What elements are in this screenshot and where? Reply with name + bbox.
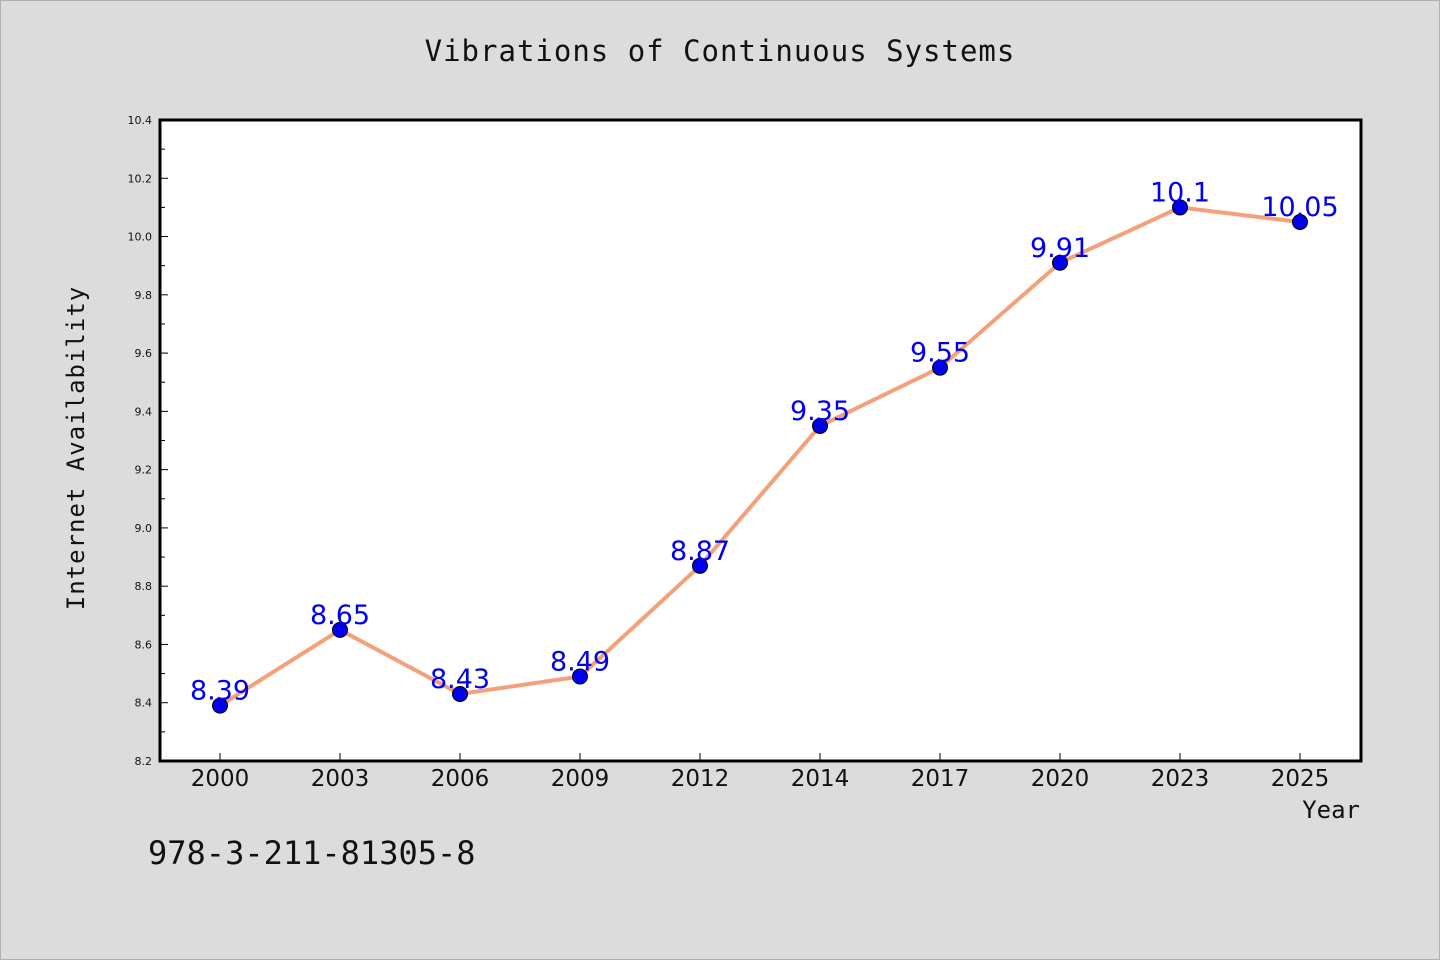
- data-point: [452, 685, 468, 702]
- data-point: [932, 359, 948, 376]
- x-tick-label: 2009: [551, 766, 610, 792]
- y-tick-label: 9.8: [135, 289, 153, 302]
- y-tick-label: 10.4: [128, 114, 153, 127]
- x-axis: 2000 2003 2006 2009 2012 2014 2017 2020 2023 2025: [191, 753, 1330, 792]
- x-tick-label: 2014: [791, 766, 850, 792]
- x-tick-label: 2020: [1031, 766, 1090, 792]
- x-tick-label: 2025: [1271, 766, 1330, 792]
- y-tick-label: 10.0: [128, 231, 153, 244]
- data-point: [332, 621, 348, 638]
- data-label: 8.65: [310, 600, 370, 631]
- data-label: 8.49: [550, 647, 610, 678]
- y-tick-label: 8.4: [135, 697, 153, 710]
- y-tick-label: 10.2: [128, 172, 153, 185]
- x-tick-label: 2012: [671, 766, 730, 792]
- x-tick-label: 2023: [1151, 766, 1210, 792]
- y-tick-label: 9.2: [135, 464, 153, 477]
- data-point: [1292, 213, 1308, 230]
- data-point: [1172, 199, 1188, 216]
- y-axis-label: Internet Availability: [62, 285, 90, 611]
- x-tick-label: 2000: [191, 766, 250, 792]
- data-label: 8.87: [670, 536, 730, 567]
- data-point: [1052, 254, 1068, 271]
- y-tick-label: 8.6: [135, 638, 153, 651]
- data-point: [812, 417, 828, 434]
- data-label: 9.91: [1030, 233, 1090, 264]
- data-label: 8.43: [430, 664, 490, 695]
- data-point: [692, 557, 708, 574]
- series-layer: 8.39 8.65 8.43 8.49 8.87 9.35 9.55 9.91 10.1 10.0…: [190, 177, 1339, 714]
- y-axis: 8.2 8.4 8.6 8.8 9.0 9.2 9.4 9.6 9.8 10.0 10.2 10.4: [128, 114, 168, 768]
- x-axis-label: Year: [1302, 796, 1360, 824]
- series-line: [218, 205, 1302, 708]
- x-tick-label: 2003: [311, 766, 370, 792]
- data-point: [572, 668, 588, 685]
- data-point: [212, 697, 228, 714]
- data-label: 10.05: [1261, 192, 1338, 223]
- data-label: 10.1: [1150, 177, 1210, 208]
- x-tick-label: 2017: [911, 766, 970, 792]
- data-label: 9.55: [910, 338, 970, 369]
- y-tick-label: 9.6: [135, 347, 153, 360]
- y-tick-label: 9.0: [135, 522, 153, 535]
- data-label: 8.39: [190, 676, 250, 707]
- y-tick-label: 8.8: [135, 580, 153, 593]
- y-tick-label: 8.2: [135, 755, 153, 768]
- y-tick-label: 9.4: [135, 405, 153, 418]
- data-label: 9.35: [790, 396, 850, 427]
- plot-area: [158, 118, 1363, 763]
- isbn-text: 978-3-211-81305-8: [148, 834, 476, 872]
- chart-title: Vibrations of Continuous Systems: [424, 34, 1016, 68]
- x-tick-label: 2006: [431, 766, 490, 792]
